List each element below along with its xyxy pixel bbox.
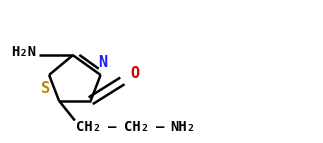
Text: S: S bbox=[41, 81, 50, 96]
Text: N: N bbox=[98, 55, 107, 70]
Text: H₂N: H₂N bbox=[11, 45, 36, 59]
Text: NH₂: NH₂ bbox=[170, 120, 195, 134]
Text: CH₂: CH₂ bbox=[124, 120, 149, 134]
Text: —: — bbox=[156, 120, 164, 134]
Text: O: O bbox=[130, 66, 140, 82]
Text: CH₂: CH₂ bbox=[76, 120, 101, 134]
Text: —: — bbox=[108, 120, 117, 134]
